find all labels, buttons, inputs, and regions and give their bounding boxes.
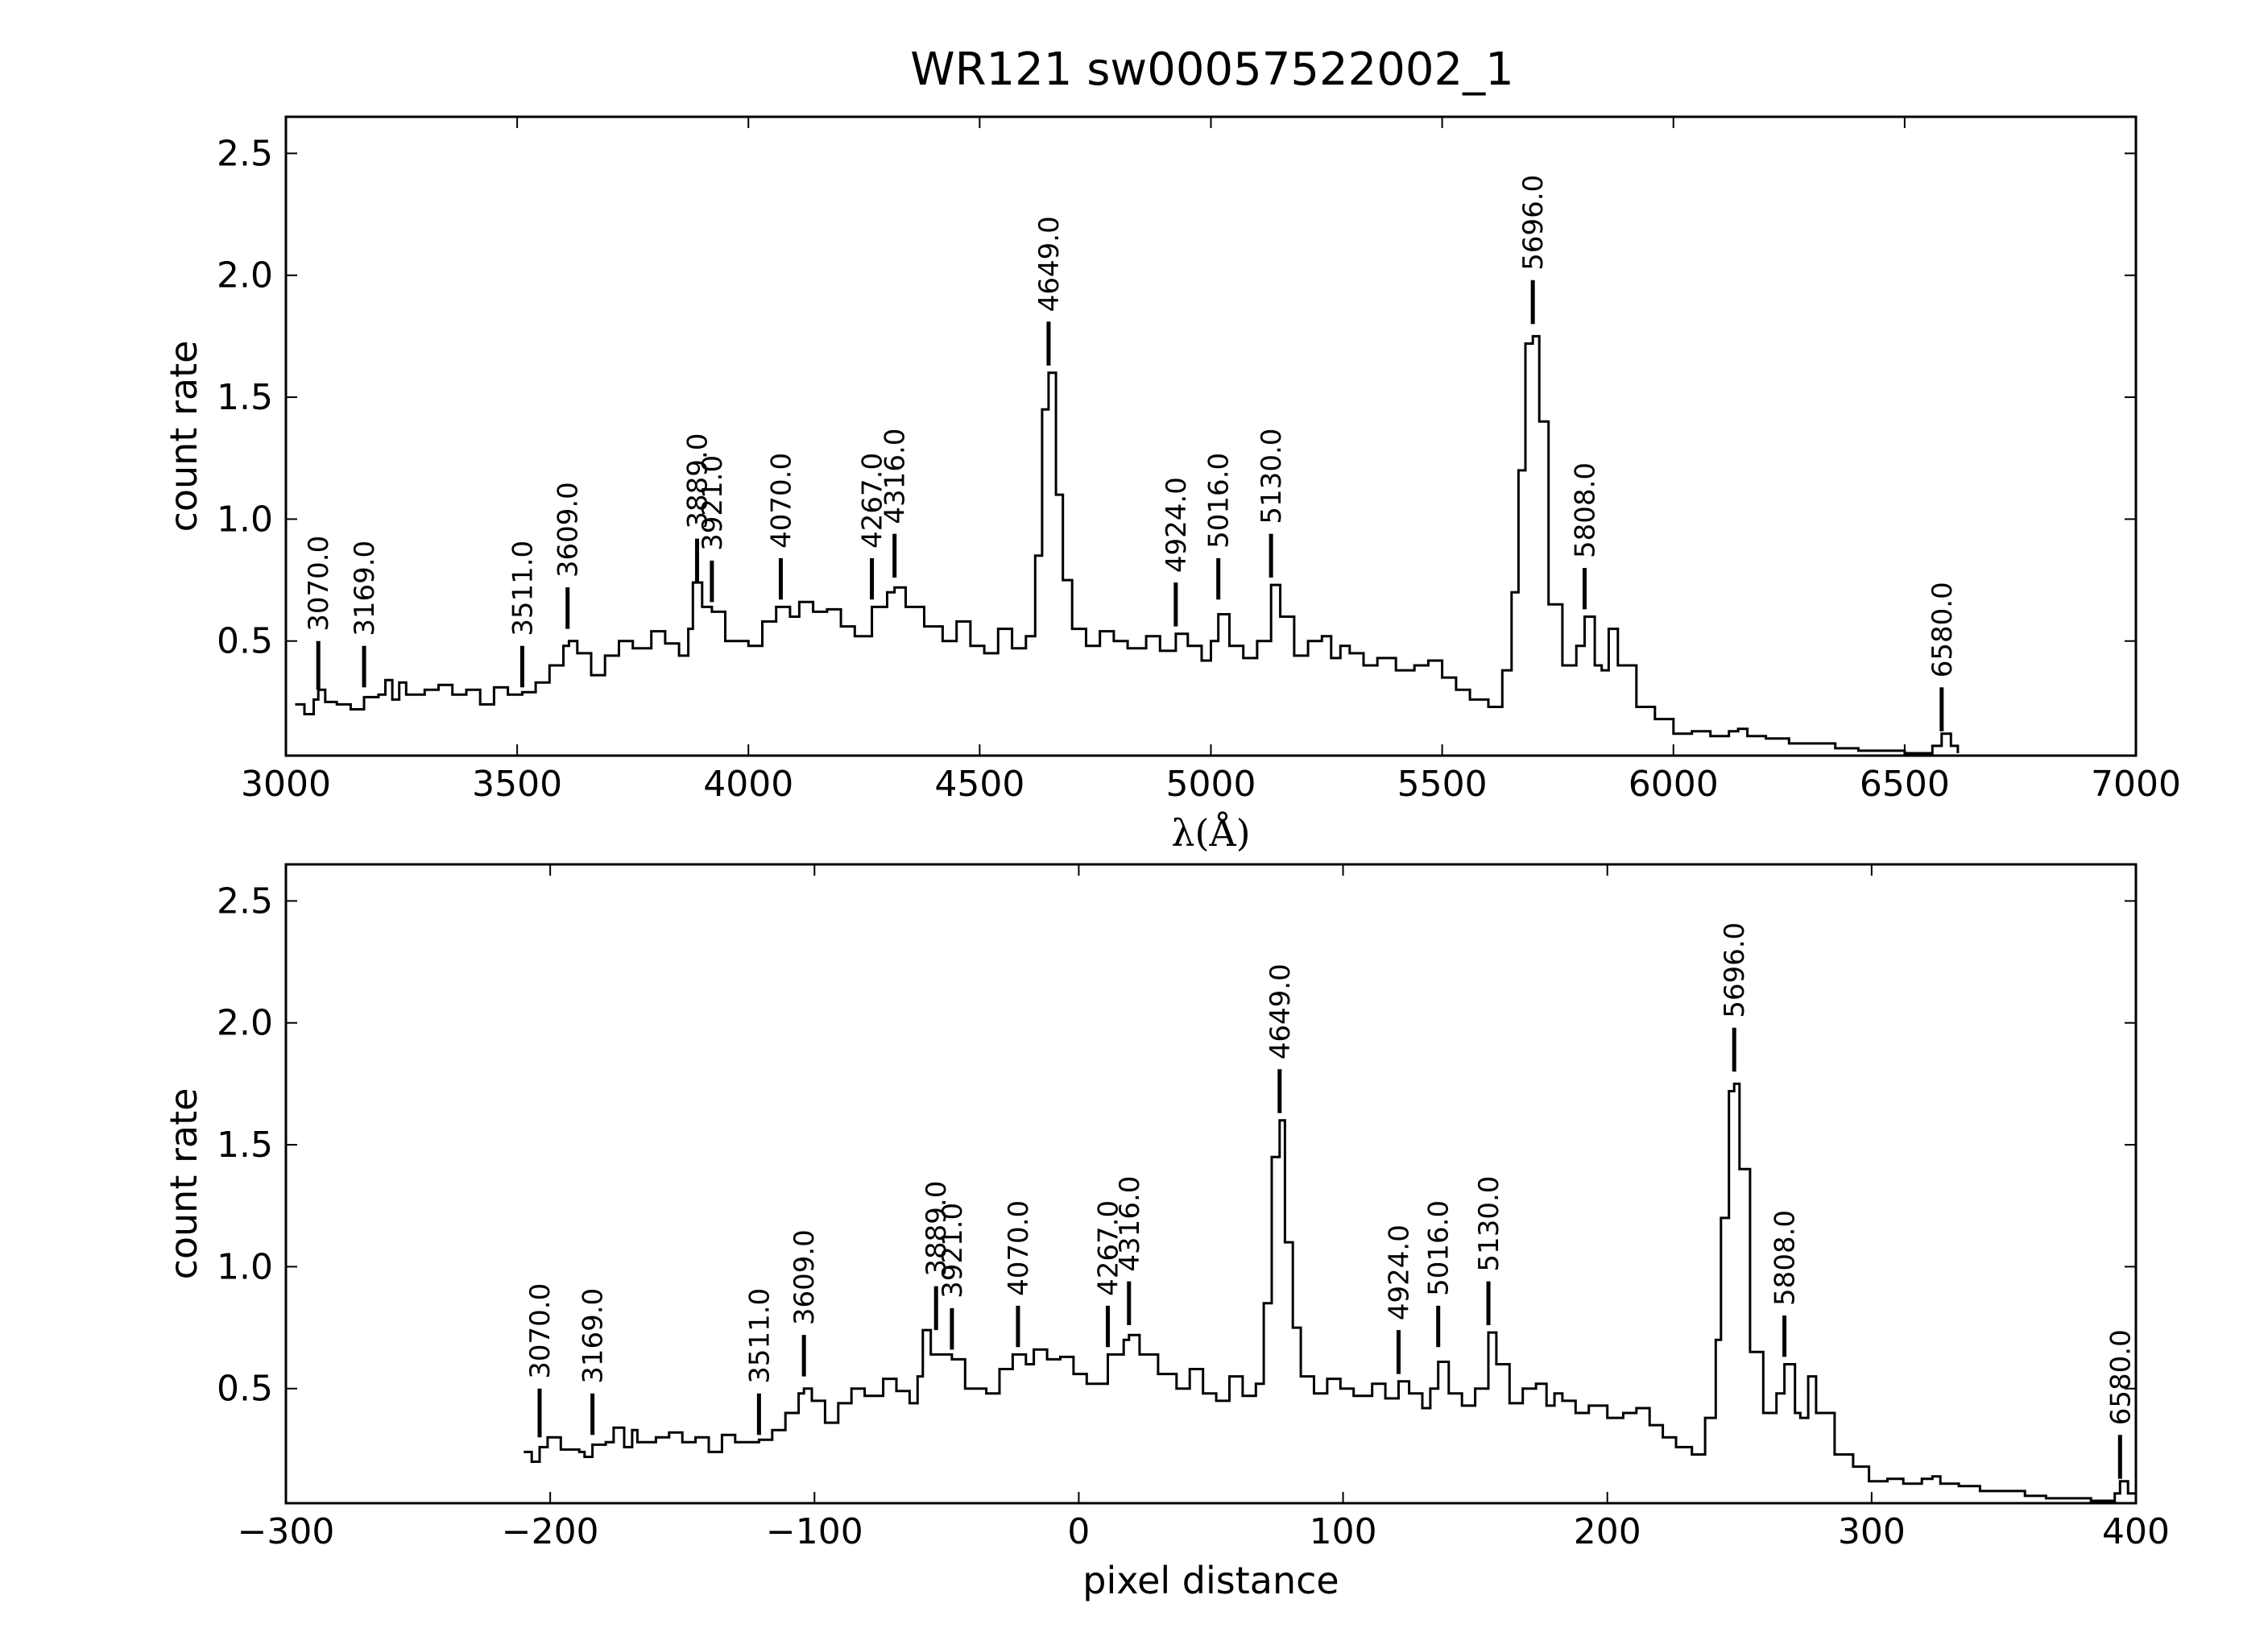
chart-title: WR121 sw00057522002_1 [910,44,1514,96]
line-id-label: 3889.0 [921,1181,953,1277]
top-panel: 3000 3500 4000 4500 5000 5500 6000 6500 7000 0.5 1… [162,115,2181,855]
line-id-label: 5016.0 [1203,453,1235,549]
line-id-label: 4924.0 [1383,1224,1415,1320]
x-axis-label: λ(Å) [1171,810,1250,855]
x-tick-label: 0 [1067,1511,1090,1552]
spectrum-line [524,1082,2138,1502]
line-id-label: 4649.0 [1033,216,1066,312]
x-tick-label: 6000 [1629,764,1719,805]
line-id-label: 4316.0 [1114,1176,1146,1272]
line-id-label: 3169.0 [577,1288,610,1384]
y-tick-label: 1.5 [217,1125,273,1166]
x-axis-label: pixel distance [1082,1559,1339,1602]
line-id-label: 3511.0 [507,541,539,636]
line-id-label: 4924.0 [1161,477,1193,573]
line-id-label: 6580.0 [1927,582,1959,677]
x-tick-label: 4500 [934,764,1024,805]
x-tick-label: 4000 [703,764,793,805]
bottom-panel: −300 −200 −100 0 100 200 300 400 0.5 1.0 1.5 2.0 2.5… [162,863,2170,1602]
line-id-label: 5696.0 [1517,175,1550,271]
line-id-label: 5808.0 [1769,1210,1802,1306]
line-id-label: 4267.0 [1093,1200,1125,1296]
y-tick-label: 1.5 [217,377,273,418]
line-id-label: 3921.0 [937,1203,969,1299]
line-id-label: 5016.0 [1423,1200,1455,1296]
line-id-label: 5808.0 [1569,462,1601,558]
x-tick-label: −100 [766,1511,863,1552]
line-id-label: 3889.0 [682,433,714,529]
line-id-label: 3070.0 [524,1283,557,1379]
line-id-label: 3609.0 [788,1229,821,1325]
x-tick-label: 100 [1310,1511,1377,1552]
y-tick-label: 2.5 [217,133,273,174]
x-tick-label: 400 [2102,1511,2170,1552]
y-tick-label: 0.5 [217,621,273,662]
line-id-label: 3070.0 [303,536,335,632]
x-tick-label: 3500 [472,764,562,805]
line-id-label: 3609.0 [553,482,585,578]
y-tick-label: 1.0 [217,1246,273,1287]
plot-frame [284,863,2138,1505]
y-tick-label: 2.5 [217,880,273,922]
line-id-label: 3169.0 [349,541,381,636]
line-id-label: 5130.0 [1473,1176,1505,1272]
line-id-label: 4267.0 [857,453,889,549]
y-axis-label: count rate [162,341,205,532]
line-id-label: 4649.0 [1264,963,1297,1059]
x-tick-label: 3000 [241,764,331,805]
line-id-label: 4070.0 [765,453,797,549]
line-id-label: 4070.0 [1003,1200,1035,1296]
x-tick-label: 5000 [1166,764,1256,805]
line-id-label: 5696.0 [1719,922,1751,1018]
x-tick-label: 6500 [1860,764,1950,805]
y-tick-label: 1.0 [217,499,273,540]
line-id-label: 6580.0 [2105,1329,2137,1425]
x-tick-label: 200 [1574,1511,1641,1552]
x-tick-label: 300 [1838,1511,1906,1552]
line-id-label: 3511.0 [743,1288,776,1384]
y-axis-label: count rate [162,1088,205,1280]
x-tick-label: 5500 [1397,764,1488,805]
x-tick-label: −300 [238,1511,335,1552]
x-tick-label: 7000 [2091,764,2181,805]
y-tick-label: 0.5 [217,1369,273,1410]
x-tick-label: −200 [502,1511,599,1552]
line-id-label: 4316.0 [879,429,912,524]
spectrum-line [295,334,1960,755]
line-id-label: 3921.0 [697,455,729,551]
line-id-label: 5130.0 [1256,429,1288,524]
y-tick-label: 2.0 [217,1003,273,1044]
y-tick-label: 2.0 [217,255,273,296]
